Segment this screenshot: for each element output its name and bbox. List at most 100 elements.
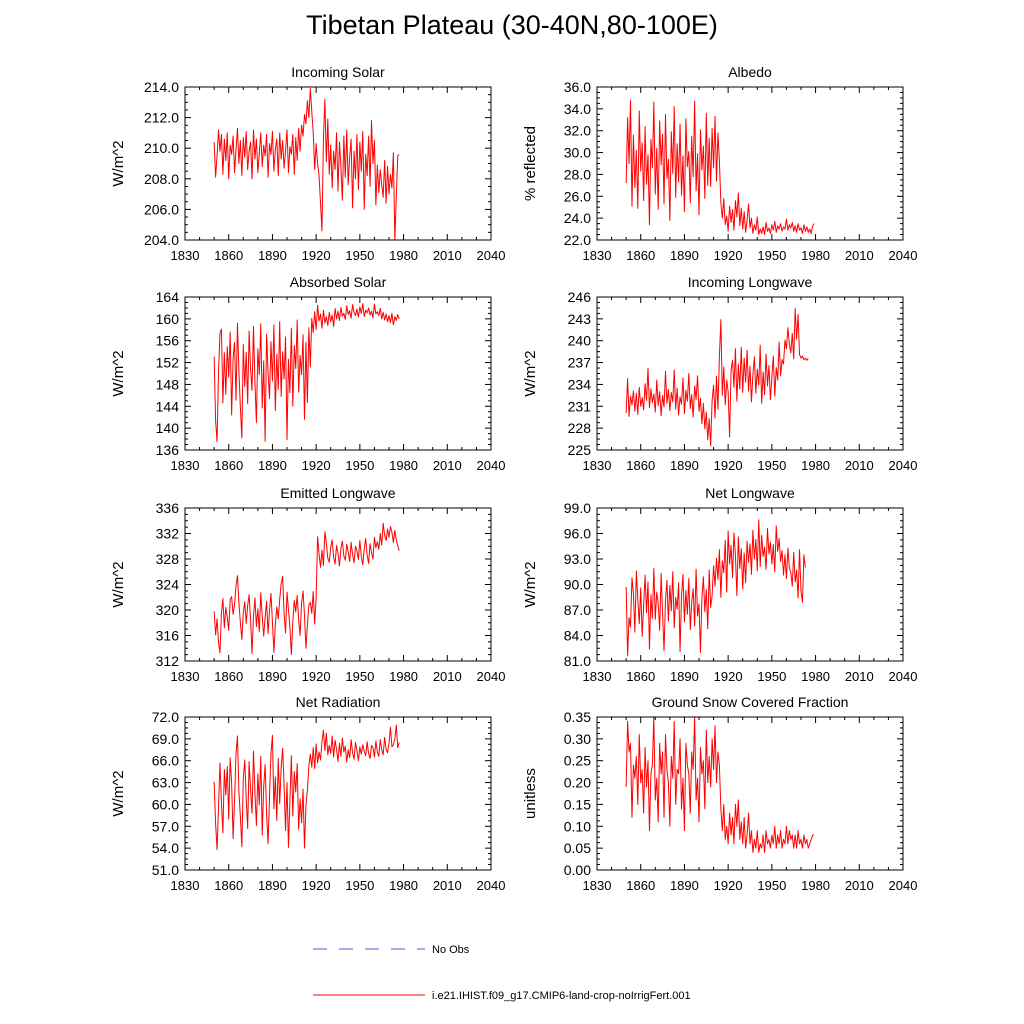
y-tick-label: 57.0 xyxy=(152,818,179,834)
x-tick-label: 1980 xyxy=(389,878,418,893)
y-tick-label: 0.20 xyxy=(564,775,591,791)
y-axis-label: unitless xyxy=(522,768,539,819)
y-tick-label: 246 xyxy=(568,289,592,305)
series-line xyxy=(213,303,400,443)
panel-title: Net Radiation xyxy=(296,694,381,710)
x-tick-label: 1920 xyxy=(714,669,743,684)
y-tick-label: 324 xyxy=(156,577,180,593)
y-axis-label: W/m^2 xyxy=(522,561,539,607)
y-tick-label: 160 xyxy=(156,311,180,327)
panel-title: Incoming Longwave xyxy=(688,274,813,290)
y-tick-label: 140 xyxy=(156,420,180,436)
y-tick-label: 60.0 xyxy=(152,796,179,812)
y-tick-label: 206.0 xyxy=(144,201,179,217)
x-tick-label: 2010 xyxy=(845,458,874,473)
y-tick-label: 316 xyxy=(156,628,180,644)
y-tick-label: 0.10 xyxy=(564,818,591,834)
x-tick-label: 1950 xyxy=(345,669,374,684)
x-tick-label: 2040 xyxy=(477,878,506,893)
panel-net-radiation: 1830 1860 1890 1920 1950 1980 2010 2040 51.0 54.0… xyxy=(110,694,505,893)
y-tick-label: 225 xyxy=(568,442,592,458)
x-tick-label: 2040 xyxy=(889,458,918,473)
y-tick-label: 24.0 xyxy=(564,210,591,226)
x-tick-label: 1860 xyxy=(214,878,243,893)
y-tick-label: 81.0 xyxy=(564,653,591,669)
y-tick-label: 96.0 xyxy=(564,526,591,542)
panel-ground-snow-covered-fraction: 1830 1860 1890 1920 1950 1980 2010 2040 0.00 0.05… xyxy=(522,694,917,893)
x-tick-label: 2040 xyxy=(477,248,506,263)
panel-title: Incoming Solar xyxy=(291,64,385,80)
x-tick-label: 1860 xyxy=(626,878,655,893)
x-tick-label: 2040 xyxy=(889,878,918,893)
legend-obs-label: No Obs xyxy=(432,944,470,956)
x-tick-label: 1860 xyxy=(214,458,243,473)
y-tick-label: 148 xyxy=(156,376,180,392)
x-tick-label: 1950 xyxy=(345,248,374,263)
panel-absorbed-solar: 1830 1860 1890 1920 1950 1980 2010 2040 136 140 14… xyxy=(110,274,505,473)
y-tick-label: 84.0 xyxy=(564,628,591,644)
x-tick-label: 1950 xyxy=(345,458,374,473)
y-axis-label: W/m^2 xyxy=(110,350,127,396)
y-tick-label: 243 xyxy=(568,311,592,327)
y-tick-label: 332 xyxy=(156,526,180,542)
x-tick-label: 1920 xyxy=(302,878,331,893)
x-tick-label: 1830 xyxy=(583,458,612,473)
y-tick-label: 87.0 xyxy=(564,602,591,618)
y-tick-label: 208.0 xyxy=(144,171,179,187)
series-line xyxy=(625,99,815,236)
y-tick-label: 0.35 xyxy=(564,709,591,725)
y-tick-label: 152 xyxy=(156,355,180,371)
x-tick-label: 1830 xyxy=(583,669,612,684)
y-tick-label: 26.0 xyxy=(564,188,591,204)
y-axis-label: W/m^2 xyxy=(110,140,127,186)
y-tick-label: 156 xyxy=(156,333,180,349)
y-tick-label: 0.30 xyxy=(564,731,591,747)
y-tick-label: 22.0 xyxy=(564,232,591,248)
y-tick-label: 90.0 xyxy=(564,577,591,593)
x-tick-label: 2010 xyxy=(433,458,462,473)
series-line xyxy=(213,522,400,656)
y-tick-label: 36.0 xyxy=(564,79,591,95)
x-tick-label: 2010 xyxy=(433,248,462,263)
x-tick-label: 1920 xyxy=(714,878,743,893)
y-axis-label: % reflected xyxy=(522,126,539,201)
x-tick-label: 1920 xyxy=(302,458,331,473)
x-tick-label: 1830 xyxy=(171,458,200,473)
y-tick-label: 54.0 xyxy=(152,840,179,856)
y-tick-label: 34.0 xyxy=(564,101,591,117)
x-tick-label: 1920 xyxy=(302,248,331,263)
y-tick-label: 72.0 xyxy=(152,709,179,725)
x-tick-label: 1830 xyxy=(583,248,612,263)
legend: No Obs i.e21.IHIST.f09_g17.CMIP6-land-cr… xyxy=(313,944,691,1002)
x-tick-label: 2040 xyxy=(477,458,506,473)
y-tick-label: 0.15 xyxy=(564,796,591,812)
y-tick-label: 63.0 xyxy=(152,775,179,791)
x-tick-label: 1980 xyxy=(801,458,830,473)
series-line xyxy=(625,308,809,447)
x-tick-label: 1980 xyxy=(389,669,418,684)
series-line xyxy=(625,519,806,657)
panel-title: Albedo xyxy=(728,64,772,80)
x-tick-label: 1950 xyxy=(345,878,374,893)
y-tick-label: 30.0 xyxy=(564,145,591,161)
x-tick-label: 1830 xyxy=(171,669,200,684)
series-line xyxy=(213,724,400,851)
y-axis-label: W/m^2 xyxy=(110,770,127,816)
x-tick-label: 1890 xyxy=(670,669,699,684)
x-tick-label: 1920 xyxy=(714,458,743,473)
x-tick-label: 1830 xyxy=(171,878,200,893)
x-tick-label: 1860 xyxy=(626,458,655,473)
panel-title: Absorbed Solar xyxy=(290,274,387,290)
y-tick-label: 214.0 xyxy=(144,79,179,95)
legend-model-label: i.e21.IHIST.f09_g17.CMIP6-land-crop-noIr… xyxy=(432,990,691,1002)
x-tick-label: 2010 xyxy=(845,248,874,263)
y-tick-label: 237 xyxy=(568,355,592,371)
x-tick-label: 2010 xyxy=(845,878,874,893)
x-tick-label: 2040 xyxy=(889,669,918,684)
y-tick-label: 136 xyxy=(156,442,180,458)
x-tick-label: 1830 xyxy=(583,878,612,893)
y-tick-label: 93.0 xyxy=(564,551,591,567)
x-tick-label: 1860 xyxy=(626,248,655,263)
x-tick-label: 2040 xyxy=(477,669,506,684)
